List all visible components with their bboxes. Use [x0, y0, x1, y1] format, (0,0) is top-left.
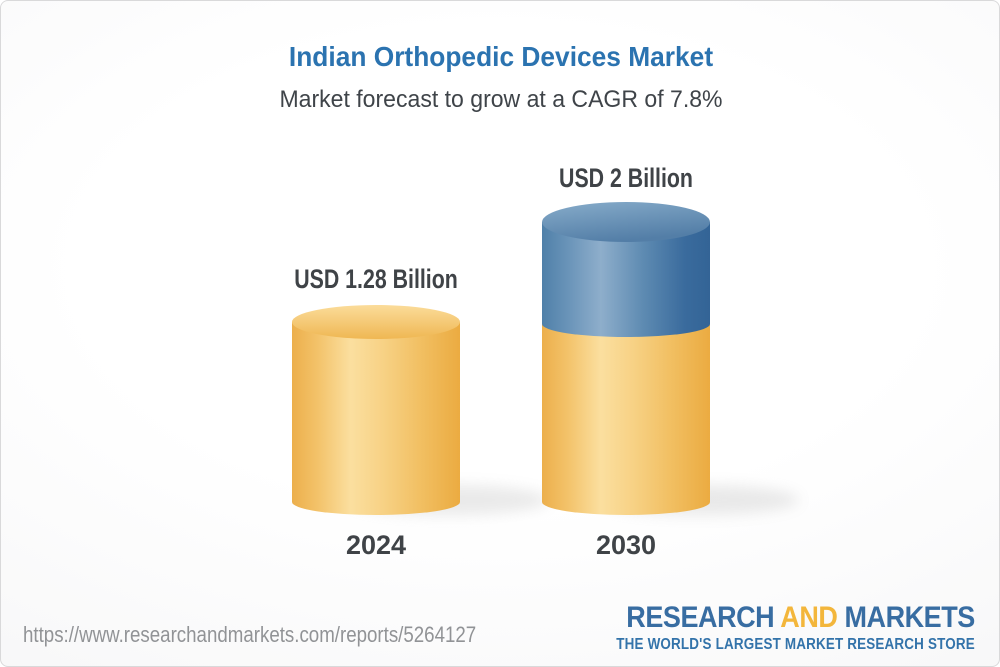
cylinder-2030-gold-segment [542, 324, 710, 515]
value-label-2030: USD 2 Billion [559, 163, 693, 193]
page-title: Indian Orthopedic Devices Market [288, 41, 714, 72]
logo-word-and: AND [780, 601, 838, 634]
report-url[interactable]: https://www.researchandmarkets.com/repor… [23, 622, 477, 647]
cylinder-2030-top [542, 202, 710, 242]
logo-word-research: RESEARCH [626, 601, 775, 634]
logo-wordmark: RESEARCH AND MARKETS [591, 602, 975, 633]
category-label-2030: 2030 [595, 530, 657, 560]
page-subtitle: Market forecast to grow at a CAGR of 7.8… [279, 86, 723, 113]
cylinder-2024-body [292, 322, 460, 515]
value-label-2024: USD 1.28 Billion [294, 264, 458, 294]
cylinder-2030-blue-segment [542, 222, 710, 337]
logo-word-markets: MARKETS [844, 601, 976, 634]
cylinder-2030 [542, 202, 710, 515]
category-label-2024: 2024 [345, 530, 407, 560]
research-and-markets-logo[interactable]: RESEARCH AND MARKETS THE WORLD'S LARGEST… [548, 602, 975, 653]
cylinder-2024-top [292, 305, 460, 339]
logo-tagline: THE WORLD'S LARGEST MARKET RESEARCH STOR… [616, 636, 975, 653]
cylinder-2024 [292, 305, 460, 515]
